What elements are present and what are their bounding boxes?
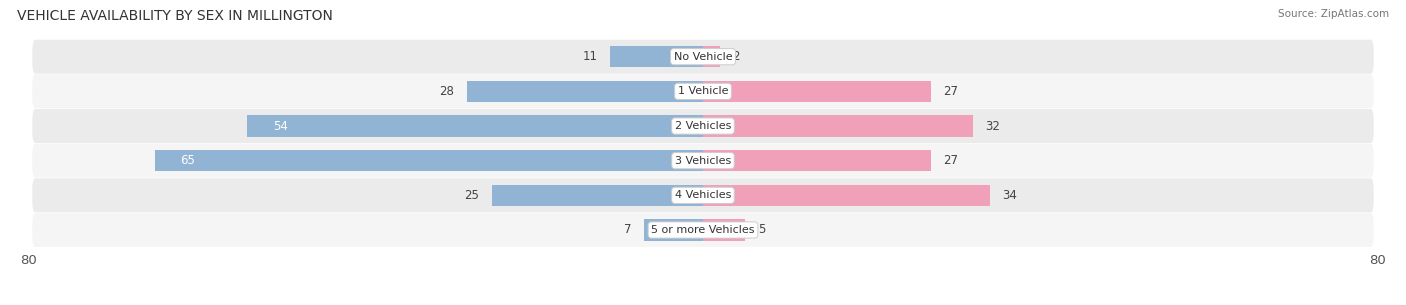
Text: 34: 34 — [1002, 189, 1018, 202]
Text: 11: 11 — [582, 50, 598, 63]
Text: 27: 27 — [943, 154, 959, 167]
FancyBboxPatch shape — [32, 109, 1374, 143]
Text: No Vehicle: No Vehicle — [673, 52, 733, 62]
Text: 25: 25 — [464, 189, 479, 202]
Bar — [703, 219, 745, 241]
Text: Source: ZipAtlas.com: Source: ZipAtlas.com — [1278, 9, 1389, 19]
Text: 7: 7 — [624, 224, 631, 236]
Text: 4 Vehicles: 4 Vehicles — [675, 190, 731, 200]
Bar — [703, 46, 720, 67]
Text: 3 Vehicles: 3 Vehicles — [675, 156, 731, 166]
Text: VEHICLE AVAILABILITY BY SEX IN MILLINGTON: VEHICLE AVAILABILITY BY SEX IN MILLINGTO… — [17, 9, 333, 23]
FancyBboxPatch shape — [32, 178, 1374, 212]
Bar — [247, 115, 703, 137]
Bar — [467, 81, 703, 102]
Bar — [155, 150, 703, 171]
FancyBboxPatch shape — [32, 213, 1374, 247]
FancyBboxPatch shape — [32, 74, 1374, 108]
FancyBboxPatch shape — [32, 144, 1374, 178]
FancyBboxPatch shape — [32, 40, 1374, 74]
Text: 65: 65 — [180, 154, 195, 167]
Text: 1 Vehicle: 1 Vehicle — [678, 86, 728, 96]
Bar — [703, 185, 990, 206]
Text: 54: 54 — [273, 120, 288, 132]
Bar — [703, 150, 931, 171]
Text: 5 or more Vehicles: 5 or more Vehicles — [651, 225, 755, 235]
Text: 2 Vehicles: 2 Vehicles — [675, 121, 731, 131]
Bar — [703, 81, 931, 102]
Text: 32: 32 — [986, 120, 1001, 132]
Bar — [492, 185, 703, 206]
Text: 5: 5 — [758, 224, 765, 236]
Text: 27: 27 — [943, 85, 959, 98]
Text: 28: 28 — [439, 85, 454, 98]
Text: 2: 2 — [733, 50, 740, 63]
Bar — [610, 46, 703, 67]
Bar — [644, 219, 703, 241]
Bar — [703, 115, 973, 137]
